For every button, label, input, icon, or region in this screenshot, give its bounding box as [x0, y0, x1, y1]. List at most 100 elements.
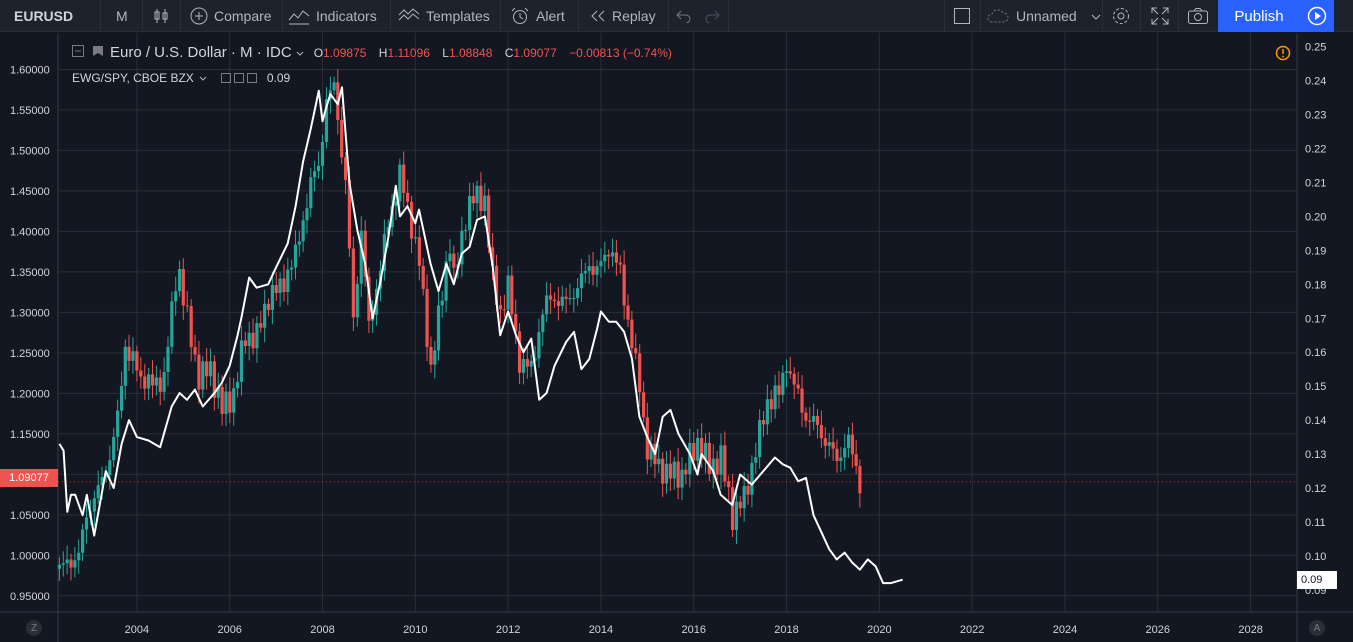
right-axis-tick-label: 0.25: [1305, 42, 1326, 54]
candle-body: [517, 331, 522, 373]
rewind-icon: [590, 9, 606, 23]
candle-body: [545, 295, 549, 315]
candle-body: [525, 359, 529, 367]
right-axis-tick-label: 0.19: [1305, 245, 1326, 257]
compare-chevron-icon[interactable]: [199, 71, 207, 85]
candle-body: [587, 266, 591, 271]
candle-body: [212, 361, 216, 398]
plot-area: [58, 33, 1297, 612]
candle-body: [332, 82, 336, 91]
candle-body: [73, 560, 77, 568]
remove-icon[interactable]: [246, 73, 257, 83]
compare-title: EWG/SPY, CBOE BZX: [72, 71, 194, 85]
candle-body: [487, 195, 491, 248]
collapse-icon[interactable]: [72, 44, 84, 61]
candles-icon[interactable]: [152, 0, 170, 32]
replay-label: Replay: [612, 8, 656, 24]
time-axis-tick-label: 2024: [1053, 624, 1077, 636]
right-axis-tick-label: 0.17: [1305, 313, 1326, 325]
cloud-icon: [986, 8, 1010, 24]
candle-body: [170, 301, 174, 347]
candle-body: [413, 237, 418, 239]
camera-icon[interactable]: [1187, 0, 1209, 32]
candle-body: [506, 275, 510, 310]
candle-body: [610, 252, 615, 257]
toolbar-divider: [282, 0, 283, 32]
candle-body: [436, 305, 441, 351]
candle-body: [266, 303, 271, 310]
candle-body: [529, 360, 533, 367]
legend-chevron-icon[interactable]: [296, 44, 304, 61]
publish-button[interactable]: Publish: [1218, 0, 1300, 32]
candle-body: [205, 361, 209, 377]
toolbar-divider: [728, 0, 729, 32]
right-axis-tick-label: 0.10: [1305, 551, 1326, 563]
gear-icon[interactable]: [1111, 0, 1131, 32]
candle-body: [394, 201, 398, 206]
time-axis-tick-label: 2026: [1146, 624, 1170, 636]
candle-body: [843, 448, 847, 458]
auto-scale-right-button[interactable]: A: [1309, 620, 1325, 636]
candle-body: [742, 485, 746, 509]
templates-icon: [398, 7, 420, 25]
candle-body: [57, 564, 61, 569]
alert-label: Alert: [536, 8, 565, 24]
candle-body: [119, 385, 124, 411]
flag-icon[interactable]: [92, 44, 104, 61]
candle-body: [796, 384, 800, 389]
indicators-button[interactable]: Indicators: [288, 0, 377, 32]
candle-body: [696, 437, 700, 461]
candle-body: [595, 266, 599, 275]
fullscreen-icon[interactable]: [1151, 0, 1169, 32]
alert-button[interactable]: Alert: [510, 0, 565, 32]
symbol-search[interactable]: EURUSD: [14, 8, 74, 24]
left-axis-tick-label: 1.50000: [10, 145, 50, 157]
time-axis-tick-label: 2008: [310, 624, 334, 636]
left-axis-tick-label: 1.55000: [10, 105, 50, 117]
candle-body: [278, 278, 282, 294]
compare-button[interactable]: Compare: [190, 0, 272, 32]
candle-body: [116, 410, 120, 437]
candle-body: [773, 385, 777, 410]
indicators-icon: [288, 7, 310, 25]
auto-scale-left-button[interactable]: Z: [26, 620, 42, 636]
candle-body: [642, 392, 646, 418]
time-axis-tick-label: 2018: [774, 624, 798, 636]
time-axis-tick-label: 2010: [403, 624, 427, 636]
right-axis-tick-label: 0.18: [1305, 279, 1326, 291]
toolbar-divider: [142, 0, 143, 32]
time-axis-tick-label: 2004: [125, 624, 149, 636]
candle-body: [800, 388, 804, 413]
candle-body: [452, 253, 456, 268]
redo-icon[interactable]: [704, 0, 720, 32]
warning-icon[interactable]: [1275, 45, 1291, 64]
play-circle-icon[interactable]: [1300, 0, 1334, 32]
candle-body: [440, 300, 444, 306]
candle-body: [490, 247, 495, 266]
settings-icon[interactable]: [233, 73, 244, 83]
candle-body: [850, 434, 855, 455]
compare-value: 0.09: [266, 71, 291, 85]
candle-body: [417, 237, 421, 266]
candle-body: [533, 358, 537, 361]
candle-body: [618, 262, 622, 265]
layout-name-button[interactable]: Unnamed: [986, 0, 1101, 32]
candle-body: [80, 529, 85, 553]
last-price-label: 1.09077: [0, 469, 58, 487]
time-axis-tick-label: 2012: [496, 624, 520, 636]
candle-body: [100, 477, 104, 486]
templates-button[interactable]: Templates: [398, 0, 490, 32]
interval-button[interactable]: M: [116, 8, 128, 24]
candle-body: [548, 295, 553, 300]
visibility-icon[interactable]: [220, 73, 231, 83]
replay-button[interactable]: Replay: [590, 0, 656, 32]
alarm-clock-icon: [510, 7, 530, 25]
undo-icon[interactable]: [676, 0, 692, 32]
candle-body: [181, 269, 185, 306]
candle-body: [576, 288, 580, 298]
candle-body: [343, 157, 348, 181]
layout-grid-icon[interactable]: [953, 0, 971, 32]
candle-body: [460, 230, 464, 265]
candle-body: [429, 346, 433, 365]
